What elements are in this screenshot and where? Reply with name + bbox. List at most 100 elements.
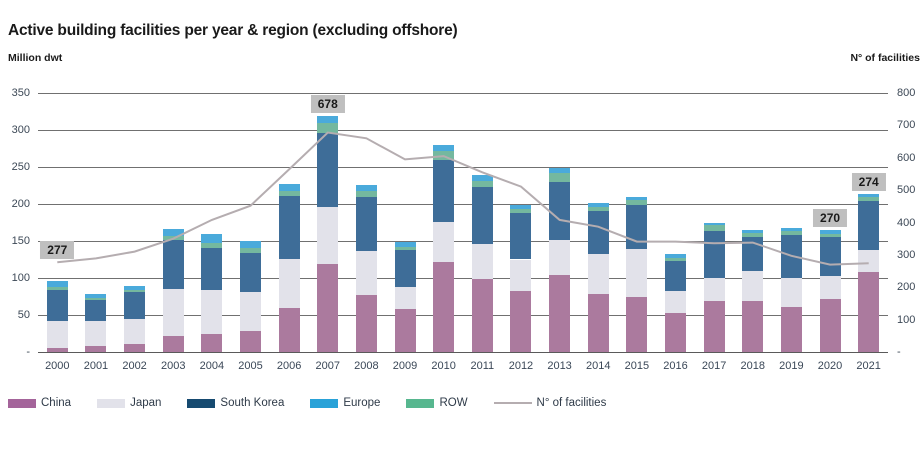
legend-item-row: ROW: [406, 397, 468, 409]
bar-column-2002: [124, 93, 146, 352]
bar-segment-row: [46, 286, 68, 290]
x-axis-tick: 2016: [663, 360, 688, 372]
bar-segment-row: [665, 258, 686, 261]
bar-segment-china: [626, 297, 648, 352]
y-axis-tick-left: 150: [11, 235, 30, 247]
bar-segment-south-korea: [819, 237, 841, 276]
gridline: [38, 240, 888, 242]
bar-segment-europe: [471, 175, 493, 182]
bar-segment-europe: [780, 228, 802, 232]
gridline: [38, 277, 888, 279]
bar-segment-europe: [201, 234, 223, 244]
bar-segment-europe: [46, 280, 68, 287]
legend-label: South Korea: [220, 397, 285, 409]
bar-segment-row: [703, 225, 725, 232]
y-axis-tick-right: 400: [897, 216, 916, 229]
legend-label: Europe: [343, 397, 381, 409]
bar-segment-china: [394, 309, 416, 352]
bar-column-2009: [394, 93, 416, 352]
bar-segment-japan: [124, 319, 146, 344]
bar-segment-row: [549, 172, 571, 182]
x-axis-tick: 2007: [315, 360, 340, 372]
y-axis-tick-right: -: [897, 346, 901, 358]
bar-segment-china: [510, 290, 532, 352]
bar-segment-south-korea: [587, 211, 609, 254]
bar-segment-china: [355, 295, 377, 352]
bar-segment-japan: [510, 259, 532, 291]
x-axis-tick: 2011: [470, 360, 495, 372]
bar-segment-row: [317, 123, 339, 133]
value-annotation-277: 277: [40, 241, 75, 260]
bar-segment-europe: [162, 229, 184, 236]
bar-segment-europe: [819, 229, 841, 234]
bar-segment-row: [201, 243, 223, 248]
bar-segment-row: [124, 289, 146, 293]
bar-segment-europe: [510, 204, 532, 210]
value-annotation-678: 678: [310, 94, 345, 113]
y-axis-tick-left: 200: [11, 198, 30, 210]
bar-segment-europe: [858, 193, 880, 198]
bar-segment-japan: [355, 250, 377, 295]
legend-swatch-icon: [8, 398, 36, 408]
bar-segment-row: [471, 181, 493, 187]
bar-segment-row: [355, 191, 377, 198]
bar-column-2018: [742, 93, 764, 352]
x-axis-tick: 2010: [431, 360, 456, 372]
bar-column-2011: [471, 93, 493, 352]
x-axis-tick: 2008: [354, 360, 379, 372]
bar-segment-japan: [85, 320, 107, 347]
legend-label: Japan: [130, 397, 162, 409]
bar-segment-south-korea: [355, 197, 377, 251]
bar-segment-japan: [626, 249, 648, 298]
bar-segment-japan: [46, 320, 68, 349]
bar-segment-south-korea: [471, 186, 493, 244]
bar-segment-south-korea: [162, 240, 184, 290]
x-axis-tick: 2001: [83, 360, 109, 372]
legend-swatch-icon: [97, 398, 126, 408]
legend-swatch-icon: [406, 398, 435, 408]
x-axis-tick: 2019: [779, 360, 804, 372]
bar-column-2003: [162, 93, 184, 352]
bar-column-2012: [510, 93, 532, 352]
legend-line-icon: [493, 402, 532, 404]
bar-segment-china: [317, 263, 339, 352]
bar-segment-china: [742, 300, 764, 352]
bar-segment-row: [626, 200, 648, 205]
x-axis-tick: 2004: [199, 360, 225, 372]
x-axis-tick: 2000: [45, 360, 70, 372]
bar-segment-japan: [780, 278, 802, 307]
legend-item-facilities-line: N° of facilities: [493, 397, 607, 409]
bar-segment-europe: [240, 241, 261, 249]
bar-segment-japan: [471, 243, 493, 280]
bar-segment-south-korea: [433, 159, 455, 222]
bar-segment-europe: [549, 168, 571, 173]
legend-label: ROW: [439, 397, 468, 409]
bar-segment-japan: [201, 289, 223, 335]
legend-item-china: China: [8, 397, 71, 409]
y-axis-tick-right: 300: [897, 248, 916, 261]
bar-segment-row: [510, 209, 532, 213]
legend: China Japan South Korea Europe ROW N° of faci…: [8, 397, 606, 409]
x-axis-tick: 2013: [547, 360, 572, 372]
bar-segment-china: [703, 300, 725, 352]
bar-segment-south-korea: [317, 132, 339, 207]
bar-segment-europe: [433, 144, 455, 152]
x-axis-tick: 2005: [238, 360, 263, 372]
bar-segment-china: [587, 293, 609, 352]
x-axis-tick: 2018: [740, 360, 765, 372]
bar-segment-europe: [703, 222, 725, 226]
bar-column-2001: [85, 93, 107, 352]
bar-segment-europe: [317, 115, 339, 124]
legend-label: N° of facilities: [536, 397, 607, 409]
bar-segment-china: [278, 308, 300, 352]
legend-item-japan: Japan: [97, 397, 161, 409]
bar-segment-europe: [124, 286, 146, 290]
legend-swatch-icon: [310, 398, 339, 408]
x-axis-tick: 2012: [508, 360, 534, 372]
gridline: [38, 92, 888, 94]
bar-segment-south-korea: [665, 260, 686, 292]
bar-segment-europe: [394, 242, 416, 247]
bar-segment-japan: [742, 271, 764, 301]
y-axis-tick-right: 200: [897, 281, 916, 294]
